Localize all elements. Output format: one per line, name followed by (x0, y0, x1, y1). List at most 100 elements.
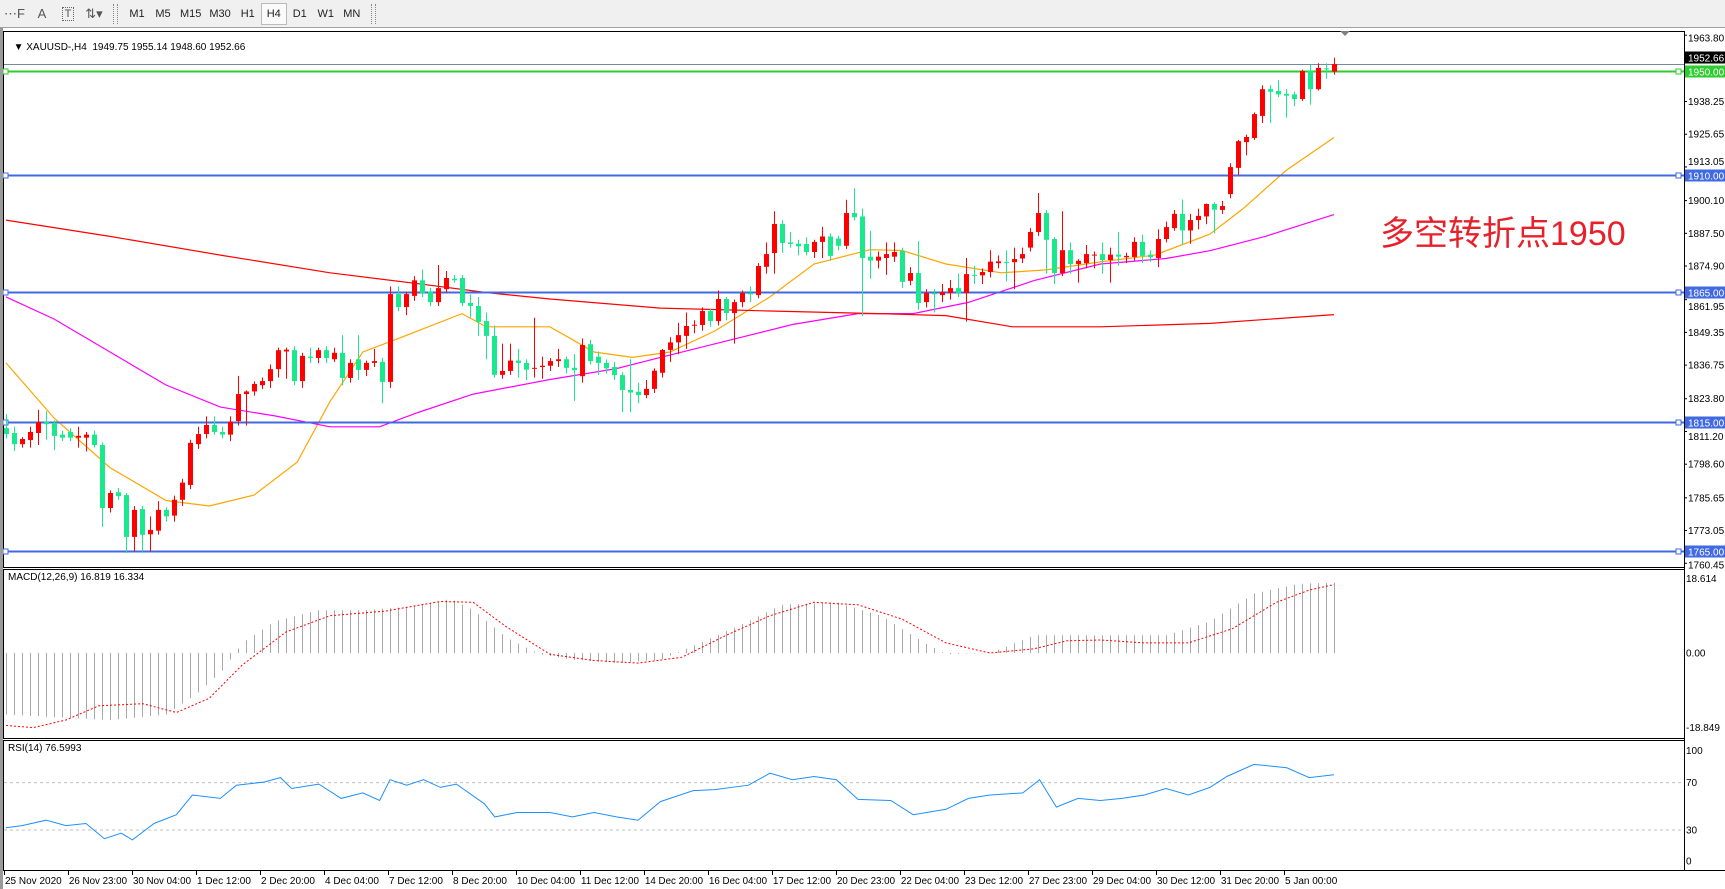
level-handle (1675, 548, 1682, 555)
candle-body (236, 394, 241, 422)
candle-body (68, 431, 73, 438)
rsi-label: RSI(14) 76.5993 (8, 743, 82, 754)
chart-shift-icon[interactable] (1340, 31, 1350, 36)
candle (484, 312, 489, 360)
text-tool-button[interactable]: A (29, 3, 55, 25)
candle (692, 320, 697, 334)
timeframe-h4[interactable]: H4 (260, 2, 287, 25)
candle-body (508, 360, 513, 371)
arrows-tool-dropdown[interactable]: ⇅▾ (81, 3, 107, 25)
rsi-axis-label: 0 (1686, 857, 1692, 868)
timeframe-m1[interactable]: M1 (129, 7, 145, 20)
candle (588, 339, 593, 365)
candle-body (1084, 254, 1089, 264)
time-axis-label: 31 Dec 20:00 (1221, 876, 1279, 887)
candle (236, 375, 241, 426)
chart-annotation-text[interactable]: 多空转折点1950 (1380, 215, 1626, 253)
candle-body (980, 272, 985, 276)
candle-body (548, 361, 553, 366)
timeframe-w1[interactable]: W1 (317, 7, 335, 20)
level-handle (1675, 289, 1682, 296)
candle-body (1228, 167, 1233, 195)
candle-body (812, 241, 817, 253)
candle (1028, 228, 1033, 252)
candle-body (364, 362, 369, 370)
candle (164, 507, 169, 522)
time-axis-label: 8 Dec 20:00 (453, 876, 507, 887)
candle-body (996, 261, 1001, 264)
candle (1012, 247, 1017, 290)
price-tick-label: 1874.90 (1688, 262, 1725, 273)
candle-body (372, 361, 377, 363)
text-label-icon: T (61, 6, 75, 21)
candle-body (1196, 215, 1201, 221)
level-handle (2, 172, 9, 179)
candle (1108, 247, 1113, 283)
candle (1132, 237, 1137, 261)
timeframe-h1[interactable]: H1 (240, 7, 255, 20)
candle (4, 414, 9, 439)
candle (1156, 229, 1161, 268)
candle-body (44, 422, 49, 425)
candle-body (244, 391, 249, 395)
candle-body (796, 243, 801, 247)
candle (668, 337, 673, 362)
time-axis-label: 7 Dec 12:00 (389, 876, 443, 887)
candle (644, 380, 649, 399)
candle (828, 233, 833, 261)
candle (1164, 221, 1169, 243)
candle (92, 430, 97, 448)
candle (76, 426, 81, 448)
candle-body (348, 362, 353, 378)
collapse-triangle-icon[interactable]: ▼ (13, 42, 27, 53)
candle (1180, 199, 1185, 245)
fibonacci-fan-tool-button[interactable]: ⋯F (0, 3, 29, 25)
candle-body (1324, 68, 1329, 70)
timeframe-m15[interactable]: M15 (179, 7, 202, 20)
candle-body (196, 434, 201, 445)
candle (372, 348, 377, 368)
candle-body (132, 509, 137, 537)
candle-body (748, 293, 753, 295)
candle-body (460, 277, 465, 303)
candle-body (92, 434, 97, 445)
time-axis-label: 26 Nov 23:00 (69, 876, 127, 887)
candle (244, 390, 249, 426)
candle-body (284, 349, 289, 352)
moving-average-line-2 (5, 219, 1335, 328)
candle (548, 357, 553, 371)
candle-body (660, 349, 665, 373)
candle-body (1212, 203, 1217, 210)
candle (1020, 247, 1025, 264)
candle-body (356, 359, 361, 370)
macd-axis-label: -18.849 (1686, 723, 1720, 734)
candle (580, 338, 585, 383)
timeframe-m5[interactable]: M5 (155, 7, 171, 20)
macd-histogram (6, 582, 1335, 721)
candle-body (804, 243, 809, 253)
candle (876, 251, 881, 269)
candle-body (204, 424, 209, 435)
macd-signal-line (5, 584, 1335, 729)
timeframe-m30[interactable]: M30 (209, 7, 231, 20)
price-tick-label: 1785.65 (1688, 493, 1725, 504)
candle-body (1004, 261, 1009, 263)
moving-average-line-1 (5, 214, 1335, 428)
candle (788, 232, 793, 248)
time-axis-label: 27 Dec 23:00 (1029, 876, 1087, 887)
candle-body (556, 359, 561, 362)
candle-body (1276, 90, 1281, 95)
candle (524, 359, 529, 381)
candle-body (916, 273, 921, 303)
candle-body (1188, 220, 1193, 231)
macd-pane (3, 569, 1685, 739)
timeframe-mn[interactable]: MN (343, 7, 361, 20)
text-label-tool-button[interactable]: T (55, 3, 81, 25)
text-icon: A (37, 6, 47, 21)
candle-body (116, 492, 121, 497)
timeframe-d1[interactable]: D1 (292, 7, 307, 20)
candle-body (36, 422, 41, 434)
price-tick-label: 1836.75 (1688, 361, 1725, 372)
candle (604, 359, 609, 374)
